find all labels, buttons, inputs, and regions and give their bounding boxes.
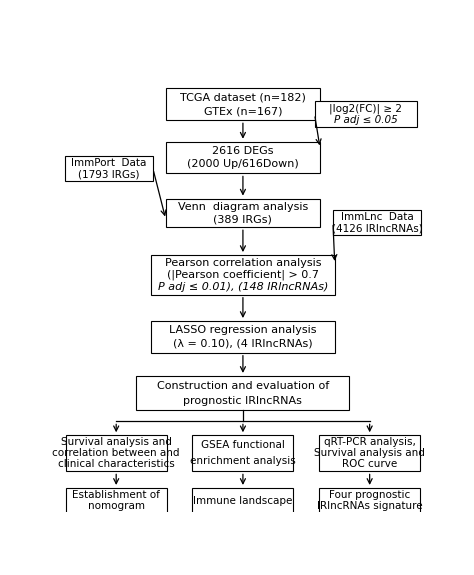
FancyBboxPatch shape	[166, 198, 320, 227]
Text: 2616 DEGs: 2616 DEGs	[212, 145, 273, 156]
Text: Survival analysis and: Survival analysis and	[61, 438, 172, 447]
Text: prognostic IRlncRNAs: prognostic IRlncRNAs	[183, 396, 302, 405]
FancyBboxPatch shape	[192, 435, 293, 471]
Text: Four prognostic: Four prognostic	[329, 490, 410, 500]
Text: GTEx (n=167): GTEx (n=167)	[204, 106, 282, 116]
Text: (4126 IRlncRNAs): (4126 IRlncRNAs)	[332, 223, 422, 233]
Text: correlation between and: correlation between and	[53, 448, 180, 458]
Text: (|Pearson coefficient| > 0.7: (|Pearson coefficient| > 0.7	[167, 270, 319, 280]
FancyBboxPatch shape	[319, 488, 420, 513]
Text: enrichment analysis: enrichment analysis	[190, 456, 296, 466]
FancyBboxPatch shape	[66, 488, 167, 513]
FancyBboxPatch shape	[166, 141, 320, 174]
Text: P adj ≤ 0.05: P adj ≤ 0.05	[334, 115, 398, 125]
FancyBboxPatch shape	[166, 89, 320, 120]
Text: (1793 IRGs): (1793 IRGs)	[78, 169, 139, 179]
Text: Pearson correlation analysis: Pearson correlation analysis	[164, 258, 321, 268]
Text: |log2(FC)| ≥ 2: |log2(FC)| ≥ 2	[329, 104, 402, 114]
Text: TCGA dataset (n=182): TCGA dataset (n=182)	[180, 93, 306, 102]
Text: (2000 Up/616Down): (2000 Up/616Down)	[187, 159, 299, 170]
Text: Construction and evaluation of: Construction and evaluation of	[157, 381, 329, 390]
Text: IRlncRNAs signature: IRlncRNAs signature	[317, 501, 422, 511]
FancyBboxPatch shape	[151, 321, 335, 353]
FancyBboxPatch shape	[192, 488, 293, 513]
Text: Immune landscape: Immune landscape	[193, 496, 292, 505]
FancyBboxPatch shape	[319, 435, 420, 471]
Text: ImmPort  Data: ImmPort Data	[71, 158, 146, 168]
FancyBboxPatch shape	[66, 435, 167, 471]
Text: ImmLnc  Data: ImmLnc Data	[341, 212, 413, 222]
Text: clinical characteristics: clinical characteristics	[58, 459, 174, 469]
Text: (389 IRGs): (389 IRGs)	[213, 214, 273, 224]
Text: qRT-PCR analysis,: qRT-PCR analysis,	[324, 438, 416, 447]
Text: Survival analysis and: Survival analysis and	[314, 448, 425, 458]
FancyBboxPatch shape	[315, 101, 418, 127]
Text: P adj ≤ 0.01), (148 IRlncRNAs): P adj ≤ 0.01), (148 IRlncRNAs)	[158, 282, 328, 292]
Text: Establishment of: Establishment of	[72, 490, 160, 500]
FancyBboxPatch shape	[137, 376, 349, 411]
FancyBboxPatch shape	[333, 210, 421, 236]
Text: (λ = 0.10), (4 IRlncRNAs): (λ = 0.10), (4 IRlncRNAs)	[173, 339, 313, 349]
Text: Venn  diagram analysis: Venn diagram analysis	[178, 202, 308, 212]
Text: nomogram: nomogram	[88, 501, 145, 511]
Text: LASSO regression analysis: LASSO regression analysis	[169, 325, 317, 335]
FancyBboxPatch shape	[151, 255, 335, 295]
FancyBboxPatch shape	[65, 156, 153, 182]
Text: ROC curve: ROC curve	[342, 459, 397, 469]
Text: GSEA functional: GSEA functional	[201, 440, 285, 450]
